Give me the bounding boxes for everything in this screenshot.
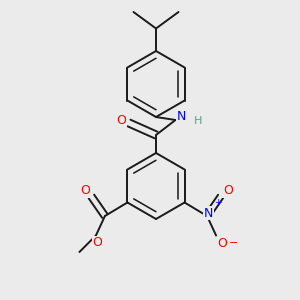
Text: O: O bbox=[92, 236, 102, 250]
Text: +: + bbox=[214, 198, 221, 207]
Text: N: N bbox=[204, 206, 213, 220]
Text: O: O bbox=[218, 236, 228, 250]
Text: O: O bbox=[80, 184, 90, 197]
Text: O: O bbox=[117, 113, 126, 127]
Text: N: N bbox=[177, 110, 186, 124]
Text: H: H bbox=[194, 116, 202, 127]
Text: O: O bbox=[223, 184, 233, 197]
Text: −: − bbox=[229, 238, 238, 248]
